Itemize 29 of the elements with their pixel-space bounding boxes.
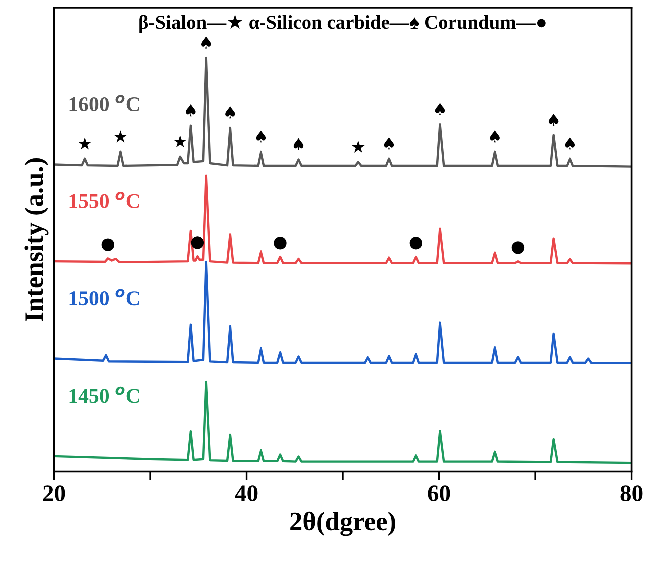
annotation: ★: [174, 136, 187, 148]
text: 1500 $^{o}$C: [70, 289, 140, 306]
annotation: ♠: [490, 130, 500, 143]
text: 1550 $^{o}$C: [70, 192, 140, 208]
text: 1600 $^{o}$C: [70, 95, 140, 112]
annotation: ♠: [565, 138, 576, 150]
text: β-Sialon—★ α-Silicon carbide—♠ Corundum—●: [140, 14, 546, 34]
annotation: ♠: [384, 138, 394, 150]
annotation: ★: [352, 140, 365, 154]
annotation: ♠: [294, 138, 304, 150]
x-tick-label: 60: [428, 486, 450, 502]
text: 1450 $^{o}$C: [70, 386, 140, 404]
annotation: ★: [78, 138, 92, 150]
annotation: ♠: [256, 130, 266, 143]
annotation: ★: [114, 130, 128, 143]
annotation: ●: [102, 238, 115, 252]
x-tick-label: 80: [620, 486, 643, 502]
annotation: ♠: [226, 106, 236, 119]
annotation: ●: [274, 237, 287, 250]
annotation: ●: [410, 237, 423, 250]
annotation: ♠: [202, 36, 212, 49]
annotation: ♠: [186, 104, 196, 117]
y-axis-title: Intensity (a.u.): [24, 158, 49, 322]
annotation: ♠: [435, 103, 446, 116]
x-tick-label: 40: [235, 486, 258, 502]
annotation: ●: [512, 242, 525, 254]
x-axis-title: 2θ(dgree): [290, 512, 396, 536]
x-tick-label: 20: [43, 486, 66, 502]
annotation: ♠: [548, 114, 559, 126]
